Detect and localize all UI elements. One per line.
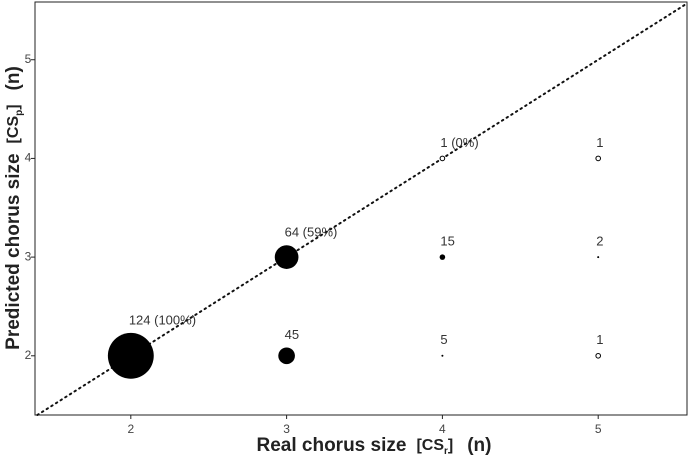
- y-tick-label: 2: [25, 348, 32, 362]
- y-axis-title: Predicted chorus size: [3, 153, 24, 349]
- bubble: [597, 256, 600, 259]
- bubble: [595, 352, 601, 359]
- y-tick-label: 4: [25, 151, 32, 165]
- y-axis-label: Predicted chorus size [CSp] (n): [3, 66, 25, 350]
- x-tick-label: 4: [439, 422, 446, 436]
- y-axis-symbol: [CS: [5, 116, 22, 144]
- x-axis-title: Real chorus size: [256, 435, 406, 456]
- y-tick-label: 3: [25, 249, 32, 263]
- bubble-label: 2: [596, 234, 603, 249]
- bubble: [439, 155, 446, 162]
- bubble-label: 45: [285, 327, 299, 342]
- bubble-label: 124 (100%): [129, 312, 196, 327]
- y-axis-subscript: p: [14, 110, 25, 116]
- x-tick-label: 3: [283, 422, 290, 436]
- x-tick-label: 5: [595, 422, 602, 436]
- bubble-label: 5: [440, 332, 447, 347]
- bubble: [441, 354, 444, 357]
- x-axis-label: Real chorus size [CSr] (n): [256, 435, 491, 457]
- x-axis-symbol: [CS: [416, 437, 444, 454]
- x-tick-label: 2: [127, 422, 134, 436]
- bubble: [595, 155, 601, 162]
- y-tick-label: 5: [25, 52, 32, 66]
- bubble-label: 15: [440, 234, 454, 249]
- bubble: [107, 332, 154, 379]
- bubble-label: 1: [596, 332, 603, 347]
- bubble-label: 64 (59%): [285, 225, 338, 240]
- x-axis-symbol-end: ]: [448, 437, 453, 454]
- bubble: [439, 254, 446, 260]
- y-axis-symbol-end: ]: [5, 104, 22, 109]
- x-axis-subscript: r: [444, 446, 448, 457]
- bubble: [274, 245, 299, 269]
- bubble: [278, 347, 295, 365]
- y-axis-unit: (n): [3, 66, 24, 90]
- bubble-label: 1 (0%): [440, 135, 478, 150]
- x-axis-unit: (n): [467, 435, 491, 456]
- bubble-label: 1: [596, 135, 603, 150]
- plot-frame: [34, 1, 688, 416]
